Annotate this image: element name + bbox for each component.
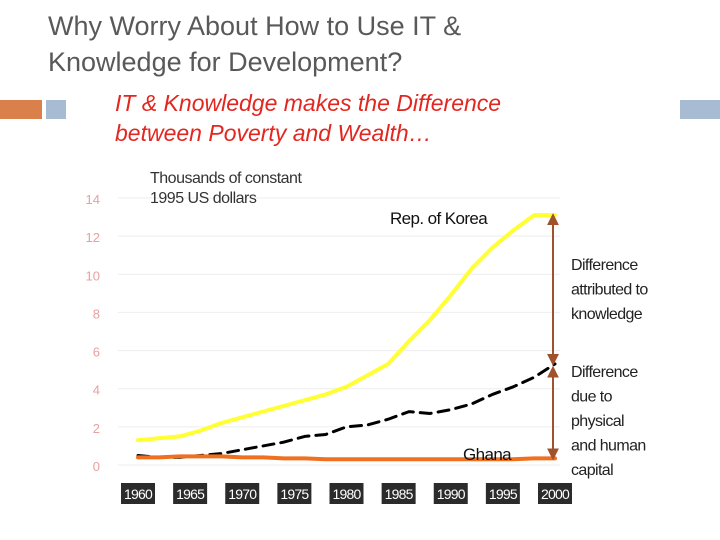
y-tick-labels: 0 2 4 6 8 10 12 14 [86, 192, 100, 474]
chart-title: IT & Knowledge makes the Difference betw… [115, 88, 615, 148]
chart-title-line-2: between Poverty and Wealth… [115, 120, 432, 146]
x-tick-box [485, 483, 520, 504]
annotation-knowledge-line: Difference [571, 257, 638, 274]
y-axis-label-line-1: Thousands of constant [150, 170, 302, 187]
y-tick-label: 4 [93, 383, 100, 398]
x-tick-label: 1960 [124, 486, 153, 502]
y-axis-label-line-2: 1995 US dollars [150, 190, 257, 207]
slide-title-line-2: Knowledge for Development? [48, 47, 403, 77]
x-tick-box [381, 483, 416, 504]
label-ghana: Ghana [463, 445, 512, 464]
x-tick-labels: 1960 1965 1970 1975 1980 1985 1990 1995 2000 [121, 483, 572, 504]
y-tick-label: 14 [86, 192, 100, 207]
annotation-knowledge-line: attributed to [571, 282, 648, 299]
accent-bar-right [680, 100, 720, 119]
x-tick-box [329, 483, 364, 504]
y-tick-label: 6 [93, 345, 100, 360]
annotation-capital-line: capital [571, 462, 613, 479]
y-tick-label: 10 [86, 268, 100, 283]
annotations: Difference attributed to knowledge Differen… [547, 213, 649, 479]
slide-title: Why Worry About How to Use IT & Knowledg… [48, 8, 648, 80]
accent-bar-left [0, 100, 42, 119]
grid-layer [118, 197, 560, 466]
x-tick-label: 1995 [489, 486, 518, 502]
annotation-capital-line: due to [571, 389, 613, 406]
y-tick-label: 2 [93, 421, 100, 436]
series-line-ghana [136, 454, 557, 462]
x-tick-label: 1965 [176, 486, 205, 502]
series-line-rep-of-korea [136, 213, 557, 443]
label-korea: Rep. of Korea [390, 209, 488, 228]
y-tick-label: 8 [93, 306, 100, 321]
x-tick-box [277, 483, 312, 504]
y-tick-label: 12 [86, 230, 100, 245]
x-tick-box [225, 483, 260, 504]
chart-title-line-1: IT & Knowledge makes the Difference [115, 90, 502, 116]
annotation-knowledge-line: knowledge [571, 306, 643, 323]
x-tick-label: 2000 [541, 486, 570, 502]
annotation-capital-line: Difference [571, 364, 638, 381]
y-tick-label: 0 [93, 459, 100, 474]
x-tick-box [538, 483, 572, 504]
chart-labels: Thousands of constant 1995 US dollars Rep.… [150, 170, 513, 464]
series-line-knowledge-adjusted-path [136, 362, 557, 459]
x-tick-label: 1985 [385, 486, 414, 502]
x-tick-box [433, 483, 468, 504]
series-lines [136, 213, 557, 462]
x-tick-box [121, 483, 155, 504]
x-tick-label: 1975 [280, 486, 309, 502]
x-tick-label: 1990 [437, 486, 466, 502]
x-tick-box [173, 483, 208, 504]
x-tick-label: 1980 [333, 486, 362, 502]
annotation-capital-line: and human [571, 438, 646, 455]
accent-bar-left-blue [46, 100, 66, 119]
x-tick-label: 1970 [228, 486, 257, 502]
annotation-capital-line: physical [571, 413, 624, 430]
slide-title-line-1: Why Worry About How to Use IT & [48, 11, 462, 41]
